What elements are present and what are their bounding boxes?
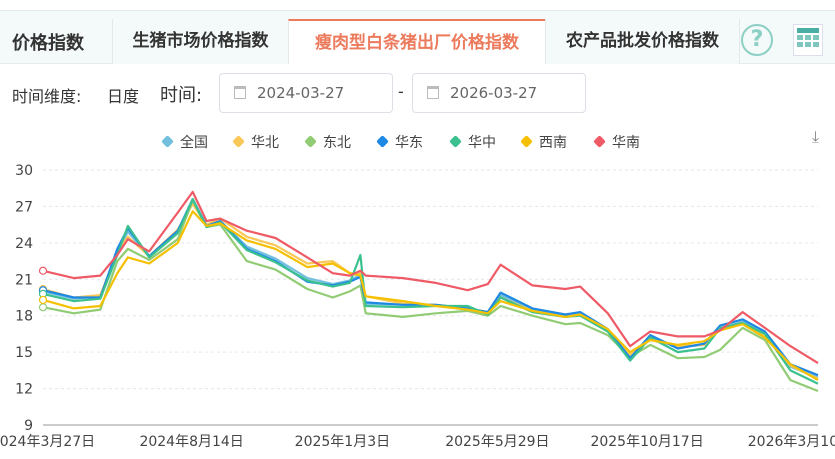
- tab-lean-pork-index[interactable]: 瘦肉型白条猪出厂价格指数: [288, 19, 545, 64]
- y-tick-label: 24: [15, 236, 33, 252]
- legend-marker: [161, 135, 174, 148]
- legend-marker: [232, 135, 245, 148]
- legend-marker: [376, 135, 389, 148]
- legend-marker: [520, 135, 533, 148]
- x-tick-label: 2026年3月10日: [748, 434, 835, 450]
- legend-item-5[interactable]: 西南: [520, 133, 567, 153]
- y-tick-label: 27: [15, 199, 33, 215]
- x-tick-label: 2024年8月14日: [139, 434, 243, 450]
- calendar-icon: [234, 86, 246, 99]
- chart-legend: 全国 华北 东北 华东 华中 西南 华南: [0, 133, 835, 153]
- x-tick-label: 2025年1月3日: [295, 434, 390, 450]
- legend-label: 华东: [395, 135, 423, 151]
- series-line-华南[interactable]: [42, 190, 819, 365]
- legend-label: 西南: [539, 135, 567, 151]
- x-tick-label: 2025年5月29日: [445, 434, 549, 450]
- start-date-value: 2024-03-27: [257, 84, 345, 102]
- y-tick-label: 30: [15, 163, 33, 179]
- date-separator: -: [398, 82, 404, 101]
- legend-marker: [449, 135, 462, 148]
- start-date-input[interactable]: 2024-03-27: [219, 73, 393, 113]
- legend-label: 东北: [323, 135, 351, 151]
- series-line-西南[interactable]: [42, 210, 819, 382]
- calendar-icon: [427, 86, 439, 99]
- legend-item-3[interactable]: 华东: [376, 133, 423, 153]
- y-tick-label: 21: [15, 272, 33, 288]
- legend-label: 华南: [612, 135, 640, 151]
- legend-label: 华北: [251, 135, 279, 151]
- y-tick-label: 12: [15, 382, 33, 398]
- dimension-value[interactable]: 日度: [107, 87, 140, 106]
- legend-marker: [304, 135, 317, 148]
- tab-bar: 价格指数 生猪市场价格指数 瘦肉型白条猪出厂价格指数 农产品批发价格指数 ?: [0, 10, 835, 64]
- x-tick-label: 2024年3月27日: [0, 434, 95, 450]
- download-icon[interactable]: ⤓: [812, 127, 820, 146]
- legend-label: 华中: [468, 135, 496, 151]
- time-label: 时间:: [160, 85, 203, 106]
- tab-hog-market-index[interactable]: 生猪市场价格指数: [112, 19, 288, 64]
- end-date-value: 2026-03-27: [450, 84, 538, 102]
- page-title: 价格指数: [12, 33, 84, 54]
- question-circle-icon[interactable]: ?: [741, 24, 773, 56]
- series-line-华北[interactable]: [42, 202, 819, 380]
- legend-label: 全国: [180, 135, 208, 151]
- legend-marker: [593, 135, 606, 148]
- legend-item-2[interactable]: 东北: [304, 133, 351, 153]
- legend-item-4[interactable]: 华中: [449, 133, 496, 153]
- series-line-华中[interactable]: [42, 197, 819, 385]
- series-line-东北[interactable]: [42, 199, 819, 393]
- legend-item-1[interactable]: 华北: [232, 133, 279, 153]
- dimension-label: 时间维度:: [12, 87, 82, 106]
- x-tick-label: 2025年10月17日: [590, 434, 703, 450]
- legend-item-0[interactable]: 全国: [161, 133, 208, 153]
- tab-agri-wholesale-index[interactable]: 农产品批发价格指数: [545, 19, 740, 64]
- y-tick-label: 9: [24, 418, 33, 434]
- legend-item-6[interactable]: 华南: [593, 133, 640, 153]
- end-date-input[interactable]: 2026-03-27: [412, 73, 586, 113]
- y-tick-label: 18: [15, 309, 33, 325]
- y-tick-label: 15: [15, 345, 33, 361]
- series-start-point[interactable]: [38, 266, 48, 275]
- series-start-point[interactable]: [38, 295, 48, 305]
- series-line-全国[interactable]: [42, 201, 819, 379]
- series-start-point[interactable]: [38, 303, 48, 312]
- table-grid-icon[interactable]: [793, 24, 823, 56]
- series-line-华东[interactable]: [42, 197, 819, 377]
